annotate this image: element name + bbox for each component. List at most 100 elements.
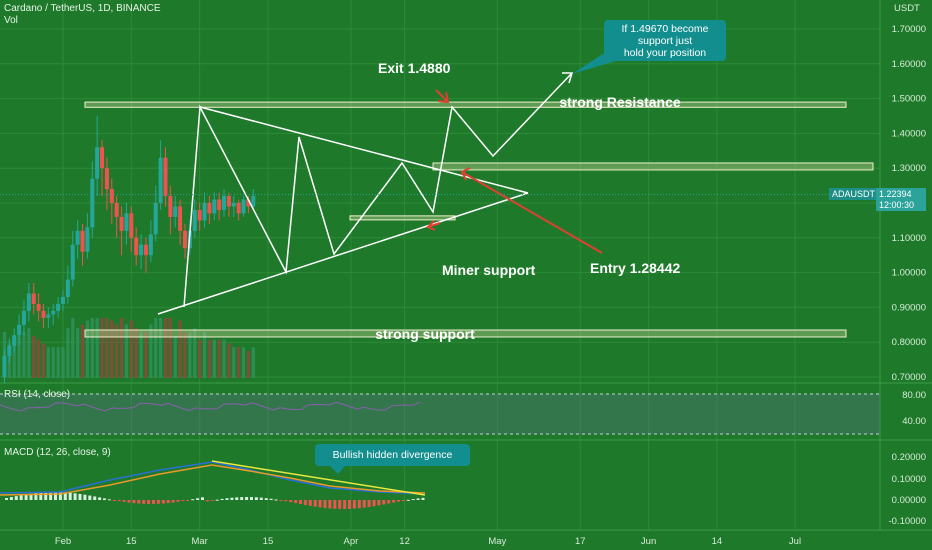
macd-pane: MACD (12, 26, close, 9) 0.20000 0.10000 0.0… — [0, 439, 932, 527]
candle-body — [109, 189, 114, 203]
macd-tick-label: 0.20000 — [892, 452, 926, 463]
candles — [2, 116, 256, 384]
candle-body — [21, 310, 26, 325]
macd-histogram-bar — [352, 500, 356, 509]
time-tick-label: 12 — [399, 536, 410, 547]
macd-histogram-bar — [103, 498, 106, 500]
candle-body — [139, 244, 144, 256]
macd-histogram-bar — [132, 500, 136, 504]
volume-bar — [188, 332, 192, 378]
volume-bar — [37, 339, 41, 378]
volume-bar — [90, 318, 94, 378]
macd-histogram-bar — [171, 500, 175, 503]
candle-body — [251, 196, 256, 207]
macd-histogram-bar — [264, 498, 268, 500]
macd-histogram-bar — [362, 500, 366, 508]
time-tick-label: Mar — [191, 536, 207, 547]
ascending-trendline — [157, 192, 529, 315]
macd-histogram-bar — [338, 500, 342, 509]
macd-histogram-bar — [9, 497, 13, 500]
macd-histogram-bar — [127, 500, 131, 503]
macd-histogram-bar — [303, 500, 307, 505]
macd-histogram-bar — [49, 492, 53, 500]
volume-bar — [12, 343, 16, 378]
entry-arrow — [461, 171, 603, 254]
volume-bar — [119, 318, 124, 378]
time-tick-label: 14 — [712, 536, 723, 547]
macd-histogram-bar — [387, 500, 391, 504]
candle-body — [226, 196, 231, 207]
candle-body — [212, 199, 217, 214]
candle-body — [51, 310, 56, 315]
macd-histogram-bar — [166, 500, 170, 504]
macd-histogram-bar — [196, 498, 200, 500]
candle-body — [46, 314, 51, 318]
candle-body — [148, 234, 153, 256]
candle-body — [31, 293, 36, 304]
macd-histogram-bar — [377, 500, 381, 506]
volume-bar — [198, 339, 202, 378]
macd-histogram-bar — [235, 497, 239, 500]
volume-bar — [56, 347, 60, 378]
volume-bar — [207, 339, 211, 378]
macd-histogram-bar — [289, 500, 293, 503]
volume-bar — [154, 318, 158, 378]
volume-bars — [2, 318, 255, 378]
macd-histogram-bar — [269, 498, 273, 500]
time-tick-label: Jul — [789, 536, 801, 547]
price-tick-label: 1.10000 — [892, 233, 926, 244]
candle-body — [90, 178, 95, 228]
volume-bar — [95, 318, 99, 378]
candle-body — [207, 203, 212, 214]
macd-histogram-bar — [98, 497, 102, 500]
exit-label: Exit 1.4880 — [378, 60, 451, 76]
macd-histogram-bar — [401, 500, 405, 501]
volume-bar — [66, 328, 70, 378]
macd-histogram-bar — [411, 499, 415, 501]
macd-histogram-bar — [161, 500, 165, 504]
candle-body — [241, 199, 246, 214]
volume-bar — [134, 328, 138, 378]
macd-histogram-bar — [240, 497, 244, 500]
candle-body — [26, 293, 31, 311]
candle-body — [95, 147, 100, 179]
macd-tick-label: 0.10000 — [892, 474, 926, 485]
volume-bar — [139, 332, 143, 378]
macd-histogram-bar — [205, 500, 209, 502]
volume-bar — [124, 324, 129, 378]
macd-histogram-bar — [416, 498, 420, 500]
time-tick-label: 15 — [126, 536, 137, 547]
symbol-tag: ADAUSDT — [829, 188, 879, 200]
volume-bar — [46, 347, 50, 378]
volume-bar — [173, 335, 177, 378]
macd-histogram-bar — [333, 500, 337, 509]
volume-bar — [183, 332, 187, 378]
time-tick-label: 17 — [575, 536, 586, 547]
candle-body — [217, 199, 222, 210]
volume-bar — [232, 347, 236, 378]
macd-histogram-bar — [68, 492, 72, 500]
volume-bar — [227, 343, 231, 378]
macd-histogram-bar — [372, 500, 376, 507]
candle-body — [2, 356, 7, 377]
volume-bar — [80, 324, 85, 378]
price-tick-label: 1.30000 — [892, 163, 926, 174]
candle-body — [246, 199, 251, 207]
price-tick-label: 1.60000 — [892, 59, 926, 70]
volume-bar — [27, 328, 31, 378]
volume-bar — [17, 335, 21, 378]
volume-bar — [251, 347, 255, 378]
candle-body — [163, 157, 168, 197]
exit-arrowhead — [437, 91, 450, 104]
exit-arrow — [435, 89, 449, 103]
currency-label: USDT — [894, 3, 920, 14]
macd-histogram-bar — [313, 500, 317, 507]
macd-histogram-bar — [58, 492, 62, 500]
macd-histogram-bar — [156, 500, 160, 504]
price-tick-label: 0.80000 — [892, 337, 926, 348]
macd-histogram-bar — [299, 500, 302, 505]
macd-histogram-bar — [186, 500, 190, 501]
